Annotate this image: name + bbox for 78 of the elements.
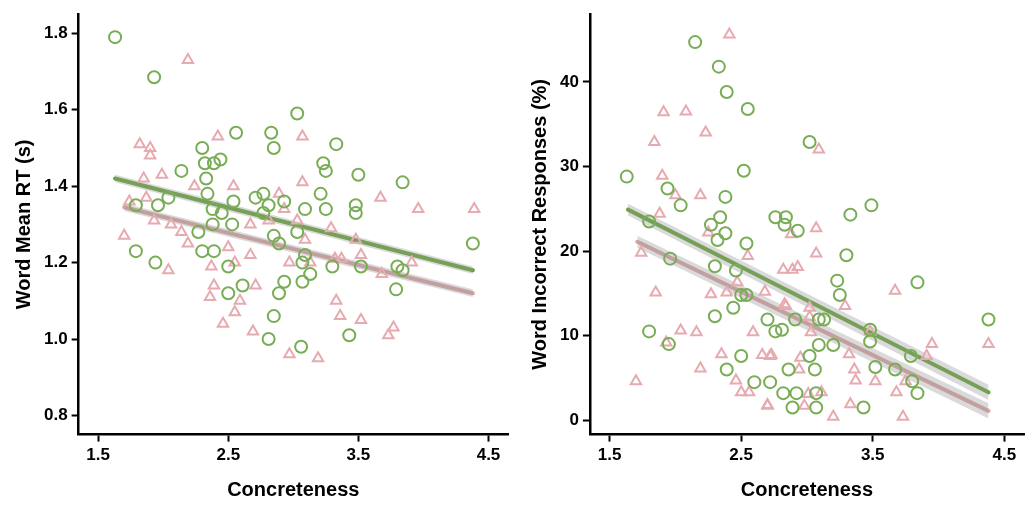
y-tick-label: 40 xyxy=(559,71,579,91)
x-axis-title: Concreteness xyxy=(227,477,360,500)
point xyxy=(227,179,240,191)
point xyxy=(298,232,312,244)
point xyxy=(291,213,304,225)
y-axis-title: Word Incorrect Responses (%) xyxy=(527,78,550,370)
point xyxy=(278,202,291,214)
point xyxy=(144,140,157,152)
y-tick-label: 1.6 xyxy=(43,99,68,119)
point xyxy=(249,278,262,290)
point xyxy=(181,236,195,248)
point xyxy=(324,221,338,233)
point xyxy=(328,251,342,263)
point xyxy=(349,232,362,244)
y-tick-label: 20 xyxy=(559,240,579,260)
point xyxy=(262,213,275,225)
point xyxy=(164,217,178,229)
point xyxy=(203,290,217,302)
point xyxy=(244,217,257,229)
y-tick-label: 0 xyxy=(569,409,579,429)
point xyxy=(311,351,325,363)
point xyxy=(137,171,150,183)
point xyxy=(412,202,425,214)
y-axis-title: Word Mean RT (s) xyxy=(11,139,34,310)
point xyxy=(175,225,188,237)
point xyxy=(117,228,131,240)
point xyxy=(374,190,387,202)
y-tick-label: 0.8 xyxy=(43,405,68,425)
point xyxy=(354,247,368,259)
point xyxy=(133,137,146,149)
point xyxy=(382,328,395,340)
y-tick-label: 1.4 xyxy=(43,175,69,195)
x-tick-label: 3.5 xyxy=(346,445,371,465)
x-tick-label: 4.5 xyxy=(476,445,501,465)
point xyxy=(162,263,175,275)
point xyxy=(216,316,230,328)
x-tick-label: 2.5 xyxy=(729,445,753,465)
point xyxy=(181,53,195,65)
point xyxy=(205,259,218,271)
point xyxy=(283,347,296,359)
point xyxy=(188,179,201,191)
point xyxy=(207,278,221,290)
point xyxy=(335,251,348,263)
y-tick-label: 1.2 xyxy=(43,252,68,272)
point xyxy=(354,312,368,324)
point xyxy=(272,186,286,198)
point xyxy=(304,255,317,267)
y-tick-label: 1.8 xyxy=(43,23,68,42)
point xyxy=(228,305,241,317)
point xyxy=(330,293,343,305)
y-tick-label: 30 xyxy=(559,156,579,176)
point xyxy=(211,129,225,141)
point xyxy=(155,167,169,179)
point xyxy=(375,267,388,279)
point xyxy=(296,175,309,187)
point xyxy=(296,129,309,141)
point xyxy=(147,213,161,225)
point xyxy=(140,190,153,202)
point xyxy=(467,202,481,214)
x-tick-label: 4.5 xyxy=(992,445,1017,465)
point xyxy=(387,320,400,332)
point xyxy=(233,293,247,305)
y-tick-label: 1.0 xyxy=(43,328,68,348)
x-tick-label: 1.5 xyxy=(597,445,622,465)
point xyxy=(283,255,296,267)
x-tick-label: 2.5 xyxy=(216,445,241,465)
point xyxy=(405,255,418,267)
point xyxy=(123,194,136,206)
point xyxy=(228,255,241,267)
point xyxy=(244,247,257,259)
point xyxy=(144,148,157,160)
y-tick-label: 10 xyxy=(559,325,579,345)
x-tick-label: 1.5 xyxy=(86,445,110,465)
point xyxy=(246,324,260,336)
x-axis-title: Concreteness xyxy=(740,477,874,500)
x-tick-label: 3.5 xyxy=(860,445,885,465)
point xyxy=(222,240,235,252)
point xyxy=(333,309,347,321)
